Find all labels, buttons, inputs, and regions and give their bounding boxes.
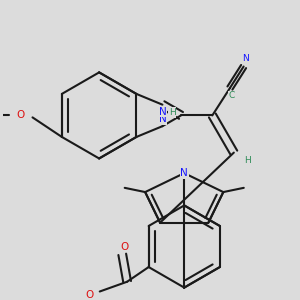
Text: N: N bbox=[242, 54, 249, 63]
Text: H: H bbox=[169, 108, 175, 117]
Text: N: N bbox=[159, 114, 166, 124]
Text: O: O bbox=[86, 290, 94, 300]
Text: O: O bbox=[120, 242, 128, 251]
Text: N: N bbox=[180, 168, 188, 178]
Text: H: H bbox=[244, 156, 251, 165]
Text: N: N bbox=[159, 106, 166, 116]
Text: O: O bbox=[16, 110, 25, 120]
Text: C: C bbox=[229, 92, 235, 100]
